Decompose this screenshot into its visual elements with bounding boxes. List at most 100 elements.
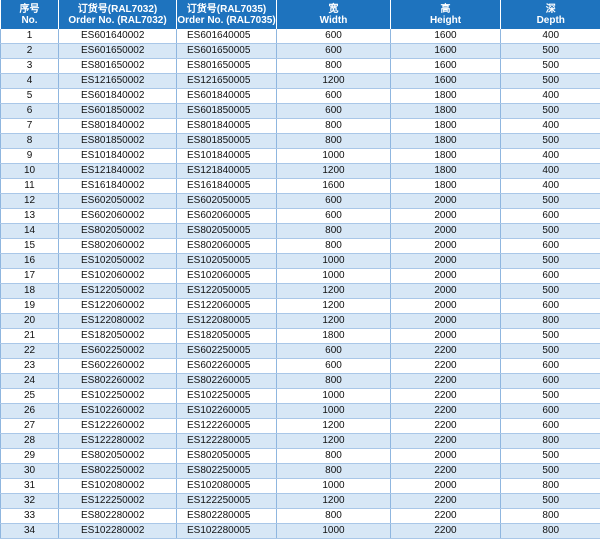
table-cell: 800 [500, 478, 600, 494]
table-cell: ES122280005 [176, 433, 277, 449]
table-cell: ES182050002 [58, 328, 177, 344]
header-cell: 深 Depth [500, 0, 600, 29]
table-cell: 2200 [390, 358, 501, 374]
table-cell: 1800 [276, 328, 391, 344]
table-cell: ES802260005 [176, 373, 277, 389]
table-cell: 500 [500, 328, 600, 344]
header-zh: 深 [545, 3, 556, 15]
table-cell: 800 [500, 508, 600, 524]
table-cell: ES801650005 [176, 58, 277, 74]
table-cell: 2200 [390, 343, 501, 359]
table-cell: 2000 [390, 313, 501, 329]
table-cell: ES802050002 [58, 448, 177, 464]
table-cell: 500 [500, 388, 600, 404]
table-cell: 1600 [276, 178, 391, 194]
table-cell: 500 [500, 73, 600, 89]
table-cell: 1200 [276, 493, 391, 509]
table-row: 26 ES102260002 ES102260005 1000 2200 600 [0, 403, 600, 419]
table-cell: ES122080005 [176, 313, 277, 329]
table-cell: ES601650005 [176, 43, 277, 59]
table-cell: 24 [0, 373, 59, 389]
table-cell: 2000 [390, 208, 501, 224]
table-cell: ES102280005 [176, 523, 277, 539]
table-cell: 16 [0, 253, 59, 269]
table-cell: ES602050005 [176, 193, 277, 209]
header-cell: 序号 No. [0, 0, 59, 29]
table-cell: 1600 [390, 58, 501, 74]
table-row: 9 ES101840002 ES101840005 1000 1800 400 [0, 148, 600, 164]
table-cell: 1200 [276, 163, 391, 179]
table-cell: 25 [0, 388, 59, 404]
table-cell: 2000 [390, 298, 501, 314]
table-cell: 27 [0, 418, 59, 434]
table-cell: 18 [0, 283, 59, 299]
table-row: 13 ES602060002 ES602060005 600 2000 600 [0, 208, 600, 224]
table-cell: 600 [276, 103, 391, 119]
table-cell: ES102280002 [58, 523, 177, 539]
table-cell: 1000 [276, 403, 391, 419]
table-cell: 30 [0, 463, 59, 479]
table-cell: 10 [0, 163, 59, 179]
table-cell: 600 [500, 403, 600, 419]
table-row: 34 ES102280002 ES102280005 1000 2200 800 [0, 523, 600, 539]
table-cell: 600 [276, 193, 391, 209]
table-cell: ES122060002 [58, 298, 177, 314]
table-cell: ES122080002 [58, 313, 177, 329]
table-row: 22 ES602250002 ES602250005 600 2200 500 [0, 343, 600, 359]
table-cell: 3 [0, 58, 59, 74]
table-cell: 17 [0, 268, 59, 284]
table-cell: ES101840002 [58, 148, 177, 164]
table-cell: ES601840002 [58, 88, 177, 104]
table-cell: 600 [500, 373, 600, 389]
table-cell: 22 [0, 343, 59, 359]
table-row: 18 ES122050002 ES122050005 1200 2000 500 [0, 283, 600, 299]
table-cell: 1800 [390, 163, 501, 179]
header-en: No. [21, 14, 38, 26]
table-cell: 2000 [390, 193, 501, 209]
table-cell: 2000 [390, 253, 501, 269]
table-cell: 600 [500, 268, 600, 284]
header-cell: 订货号(RAL7035) Order No. (RAL7035) [176, 0, 277, 29]
table-cell: 600 [500, 208, 600, 224]
table-row: 21 ES182050002 ES182050005 1800 2000 500 [0, 328, 600, 344]
table-cell: 500 [500, 283, 600, 299]
table-cell: 2200 [390, 463, 501, 479]
header-zh: 高 [440, 3, 451, 15]
table-cell: ES122280002 [58, 433, 177, 449]
table-cell: ES802250005 [176, 463, 277, 479]
table-cell: 600 [276, 208, 391, 224]
table-cell: ES802280002 [58, 508, 177, 524]
header-zh: 宽 [328, 3, 339, 15]
table-cell: 13 [0, 208, 59, 224]
table-row: 28 ES122280002 ES122280005 1200 2200 800 [0, 433, 600, 449]
header-cell: 宽 Width [276, 0, 391, 29]
table-cell: ES122260005 [176, 418, 277, 434]
table-cell: 500 [500, 133, 600, 149]
table-row: 16 ES102050002 ES102050005 1000 2000 500 [0, 253, 600, 269]
table-cell: ES122060005 [176, 298, 277, 314]
table-cell: ES601850005 [176, 103, 277, 119]
table-row: 24 ES802260002 ES802260005 800 2200 600 [0, 373, 600, 389]
header-en: Width [319, 14, 348, 26]
table-cell: ES601850002 [58, 103, 177, 119]
table-row: 32 ES122250002 ES122250005 1200 2200 500 [0, 493, 600, 509]
table-cell: 14 [0, 223, 59, 239]
table-cell: 1800 [390, 118, 501, 134]
table-cell: 600 [276, 343, 391, 359]
table-cell: 800 [276, 133, 391, 149]
table-cell: ES802250002 [58, 463, 177, 479]
table-cell: 1800 [390, 103, 501, 119]
table-cell: 600 [500, 418, 600, 434]
table-cell: 2000 [390, 478, 501, 494]
table-cell: 800 [276, 463, 391, 479]
table-cell: 800 [276, 223, 391, 239]
table-cell: 400 [500, 148, 600, 164]
header-zh: 序号 [19, 3, 40, 15]
table-cell: 1600 [390, 43, 501, 59]
table-cell: ES102250002 [58, 388, 177, 404]
table-cell: ES161840005 [176, 178, 277, 194]
table-cell: 400 [500, 29, 600, 44]
table-cell: ES801850002 [58, 133, 177, 149]
table-cell: 2000 [390, 268, 501, 284]
